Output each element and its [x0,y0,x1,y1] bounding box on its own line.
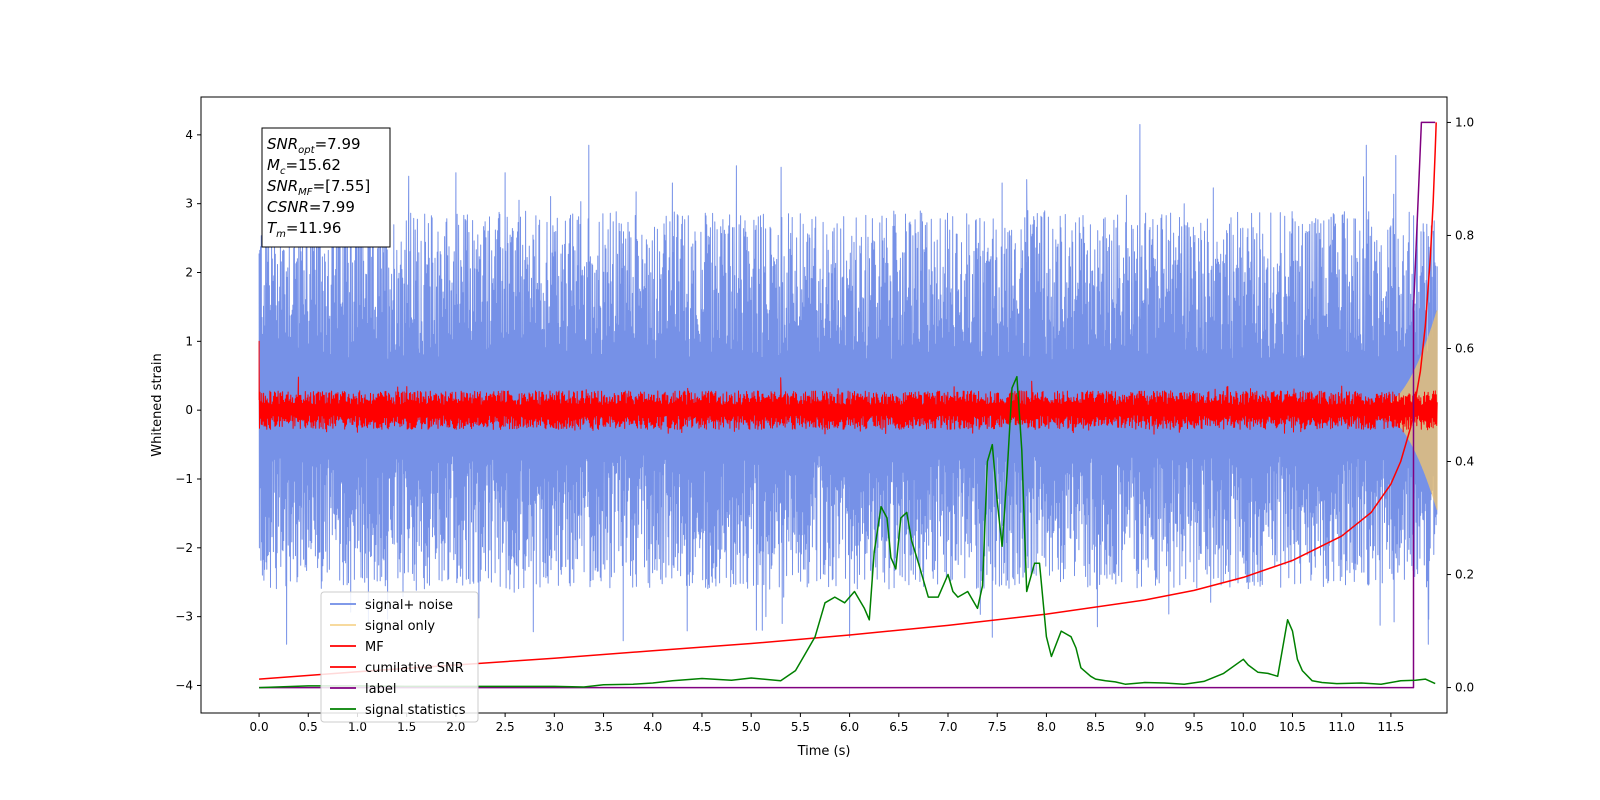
annotation-subscript: MF [298,187,313,198]
x-tick-label: 0.0 [250,720,269,734]
y-right-tick-label: 0.2 [1455,568,1474,582]
legend-label: label [365,682,396,697]
legend-label: cumilative SNR [365,661,464,676]
x-tick-label: 2.0 [446,720,465,734]
legend-frame [320,591,479,723]
x-tick-label: 10.5 [1279,720,1306,734]
x-tick-label: 4.5 [692,720,711,734]
y-axis-label: Whitened strain [150,353,165,456]
series-line-mf [258,340,1438,435]
y-left-tick-label: 1 [185,334,193,348]
y-right-tick-label: 0.0 [1455,681,1474,695]
annotation-value: =[7.55] [313,177,371,195]
legend: signal+ noise signal only MF cumilative SNR… [320,591,479,723]
annotation-subscript: m [276,229,286,240]
y-right-tick-label: 0.8 [1455,228,1474,242]
annotation-value: =7.99 [315,135,361,153]
x-tick-label: 1.0 [348,720,367,734]
series-line-label [259,121,1436,689]
x-tick-label: 3.0 [545,720,564,734]
annotation-value: =11.96 [286,219,342,237]
annotation-subscript: opt [298,145,315,156]
annotation-line: SNRMF=[7.55] [267,177,370,198]
axes-layer: 0.0 0.5 1.0 1.5 2.0 2.5 3.0 3.5 4.0 4.5 5.0 5.5 6.0 6… [175,115,1474,734]
x-axis-label: Time (s) [797,744,851,759]
x-tick-label: 5.5 [791,720,810,734]
annotation-symbol: SNR [267,135,298,153]
annotation-symbol: T [267,219,278,237]
x-tick-label: 1.5 [397,720,416,734]
annotation-value: =7.99 [309,198,355,216]
x-tick-label: 4.0 [643,720,662,734]
y-left-tick-label: −3 [175,610,193,624]
annotation-line: Tm=11.96 [267,219,341,240]
x-tick-label: 11.5 [1378,720,1405,734]
series-line-signal-noise [258,124,1438,645]
legend-label: MF [365,640,384,655]
series-line-cumilative-snr [259,122,1437,680]
annotation-symbol: M [267,156,280,174]
x-tick-label: 6.5 [889,720,908,734]
x-tick-label: 9.5 [1185,720,1204,734]
annotation-line: Mc=15.62 [267,156,341,177]
annotation-line: CSNR=7.99 [267,198,355,216]
legend-label: signal statistics [365,703,466,718]
annotation-subscript: c [280,166,286,177]
y-left-tick-label: 4 [185,128,193,142]
y-left-tick-label: 2 [185,266,193,280]
x-tick-label: 0.5 [299,720,318,734]
y-right-tick-label: 1.0 [1455,115,1474,129]
x-tick-label: 7.5 [988,720,1007,734]
series-line-signal-statistics [259,375,1436,689]
x-tick-label: 6.0 [840,720,859,734]
x-tick-label: 5.0 [742,720,761,734]
annotation-symbol: CSNR [267,198,309,216]
x-tick-label: 10.0 [1230,720,1257,734]
x-tick-label: 3.5 [594,720,613,734]
annotation-box: SNRopt=7.99Mc=15.62SNRMF=[7.55]CSNR=7.99… [261,127,391,248]
y-left-tick-label: −4 [175,678,193,692]
y-left-tick-label: 0 [185,403,193,417]
annotation-value: =15.62 [285,156,341,174]
x-tick-label: 9.0 [1135,720,1154,734]
series-layer [258,121,1438,689]
y-right-tick-label: 0.4 [1455,455,1474,469]
x-tick-label: 7.0 [938,720,957,734]
x-tick-label: 8.0 [1037,720,1056,734]
x-tick-label: 11.0 [1328,720,1355,734]
annotation-line: SNRopt=7.99 [267,135,361,156]
legend-label: signal only [365,619,435,634]
legend-label: signal+ noise [365,598,453,613]
y-right-tick-label: 0.6 [1455,341,1474,355]
plot-frame [200,96,1448,714]
annotation-frame [261,127,391,248]
x-tick-label: 2.5 [496,720,515,734]
y-left-tick-label: −1 [175,472,193,486]
y-left-tick-label: 3 [185,197,193,211]
annotation-symbol: SNR [267,177,298,195]
x-tick-label: 8.5 [1086,720,1105,734]
y-left-tick-label: −2 [175,541,193,555]
